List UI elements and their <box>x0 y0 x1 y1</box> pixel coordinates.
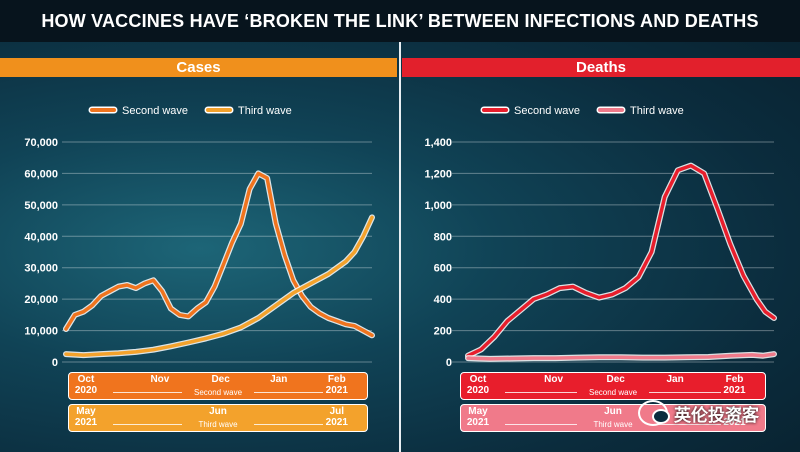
deaths-chart: 0 200 400 600 800 1,000 1,200 1,400 Second wave T… <box>424 105 777 369</box>
wechat-icon <box>638 400 670 426</box>
series-line-outline <box>63 170 375 339</box>
axis-rule <box>649 392 721 393</box>
y-tick-label: 1,000 <box>424 200 452 212</box>
axis-rule <box>113 424 182 425</box>
month-label: Jan <box>270 374 288 385</box>
month-label: Feb 2021 <box>723 374 746 396</box>
legend-label: Third wave <box>238 105 292 117</box>
month-label: Dec <box>211 374 230 385</box>
axis-rule <box>254 424 323 425</box>
y-tick-label: 0 <box>52 357 58 369</box>
third-wave-axis: May 2021 Jun Jul 2021 Third wave <box>460 404 766 432</box>
wave-caption: Second wave <box>588 388 638 397</box>
y-tick-label: 40,000 <box>24 231 58 243</box>
second-wave-axis: Oct 2020 Nov Dec Jan Feb 2021 Second wave <box>460 372 766 400</box>
second-wave-axis: Oct 2020 Nov Dec Jan Feb 2021 Second wave <box>68 372 368 400</box>
y-tick-label: 70,000 <box>24 137 58 149</box>
legend-label: Second wave <box>514 105 580 117</box>
month-label: Jul 2021 <box>325 406 348 428</box>
wave-caption: Third wave <box>198 420 238 429</box>
series-line-second-wave <box>64 171 374 338</box>
page-title: HOW VACCINES HAVE ‘BROKEN THE LINK’ BETW… <box>0 0 800 42</box>
month-label: Jul 2021 <box>723 406 746 428</box>
month-label: Dec <box>606 374 625 385</box>
month-label: Nov <box>150 374 170 385</box>
y-tick-label: 200 <box>434 326 452 338</box>
axis-rule <box>505 392 577 393</box>
y-tick-label: 0 <box>446 357 452 369</box>
series-line-third-wave <box>64 215 374 357</box>
y-tick-label: 400 <box>434 294 452 306</box>
cases-panel-title: Cases <box>0 58 397 77</box>
month-label: May 2021 <box>466 406 490 428</box>
series-line-second-wave <box>466 163 776 358</box>
month-label: Oct 2020 <box>74 374 98 396</box>
legend-label: Second wave <box>122 105 188 117</box>
axis-rule <box>254 392 323 393</box>
month-label: May 2021 <box>74 406 98 428</box>
month-label: Nov <box>544 374 564 385</box>
y-tick-label: 800 <box>434 231 452 243</box>
wave-caption: Second wave <box>193 388 243 397</box>
wave-caption: Third wave <box>593 420 633 429</box>
y-tick-label: 600 <box>434 263 452 275</box>
series-line-third-wave <box>466 352 776 361</box>
axis-rule <box>113 392 182 393</box>
month-label: Jan <box>666 374 684 385</box>
watermark: 英伦投资客 <box>638 400 759 426</box>
cases-chart: 0 10,000 20,000 30,000 40,000 50,000 60,000 70,… <box>24 105 375 369</box>
watermark-text: 英伦投资客 <box>674 405 759 425</box>
y-tick-label: 10,000 <box>24 326 58 338</box>
month-label: Oct 2020 <box>466 374 490 396</box>
y-tick-label: 1,400 <box>424 137 452 149</box>
legend-label: Third wave <box>630 105 684 117</box>
y-tick-label: 1,200 <box>424 168 452 180</box>
panel-divider <box>399 42 401 452</box>
y-tick-label: 20,000 <box>24 294 58 306</box>
month-label: Jun <box>209 406 227 417</box>
axis-rule <box>505 424 577 425</box>
deaths-panel-title: Deaths <box>402 58 800 77</box>
third-wave-axis: May 2021 Jun Jul 2021 Third wave <box>68 404 368 432</box>
y-tick-label: 30,000 <box>24 263 58 275</box>
axis-rule <box>649 424 721 425</box>
series-line-outline <box>465 162 777 359</box>
y-tick-label: 60,000 <box>24 168 58 180</box>
y-tick-label: 50,000 <box>24 200 58 212</box>
month-label: Jun <box>604 406 622 417</box>
month-label: Feb 2021 <box>325 374 348 396</box>
